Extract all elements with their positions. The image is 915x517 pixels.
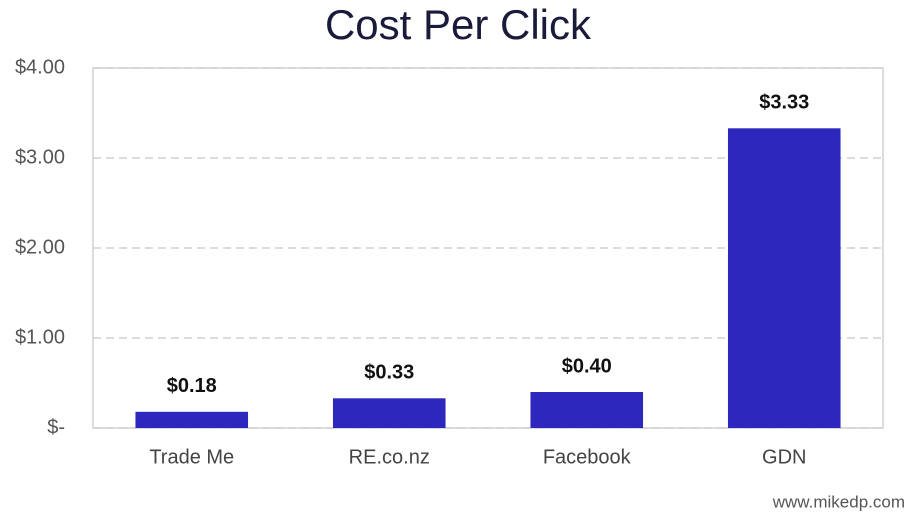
value-label: $3.33 bbox=[759, 92, 809, 114]
y-tick-label: $- bbox=[47, 416, 65, 438]
y-tick-label: $3.00 bbox=[15, 146, 65, 168]
x-tick-label: GDN bbox=[762, 446, 806, 468]
y-tick-label: $4.00 bbox=[15, 56, 65, 78]
value-label: $0.33 bbox=[364, 362, 414, 384]
value-label: $0.18 bbox=[167, 375, 217, 397]
bar bbox=[530, 392, 644, 428]
chart-title: Cost Per Click bbox=[325, 1, 592, 48]
x-tick-label: RE.co.nz bbox=[349, 446, 430, 468]
source: www.mikedp.com bbox=[772, 492, 905, 511]
bar bbox=[135, 411, 249, 428]
x-tick-label: Facebook bbox=[543, 446, 632, 468]
y-tick-label: $2.00 bbox=[15, 236, 65, 258]
value-label: $0.40 bbox=[562, 355, 612, 377]
bar bbox=[332, 398, 446, 428]
x-tick-label: Trade Me bbox=[149, 446, 234, 468]
bar bbox=[727, 128, 841, 429]
y-tick-label: $1.00 bbox=[15, 326, 65, 348]
